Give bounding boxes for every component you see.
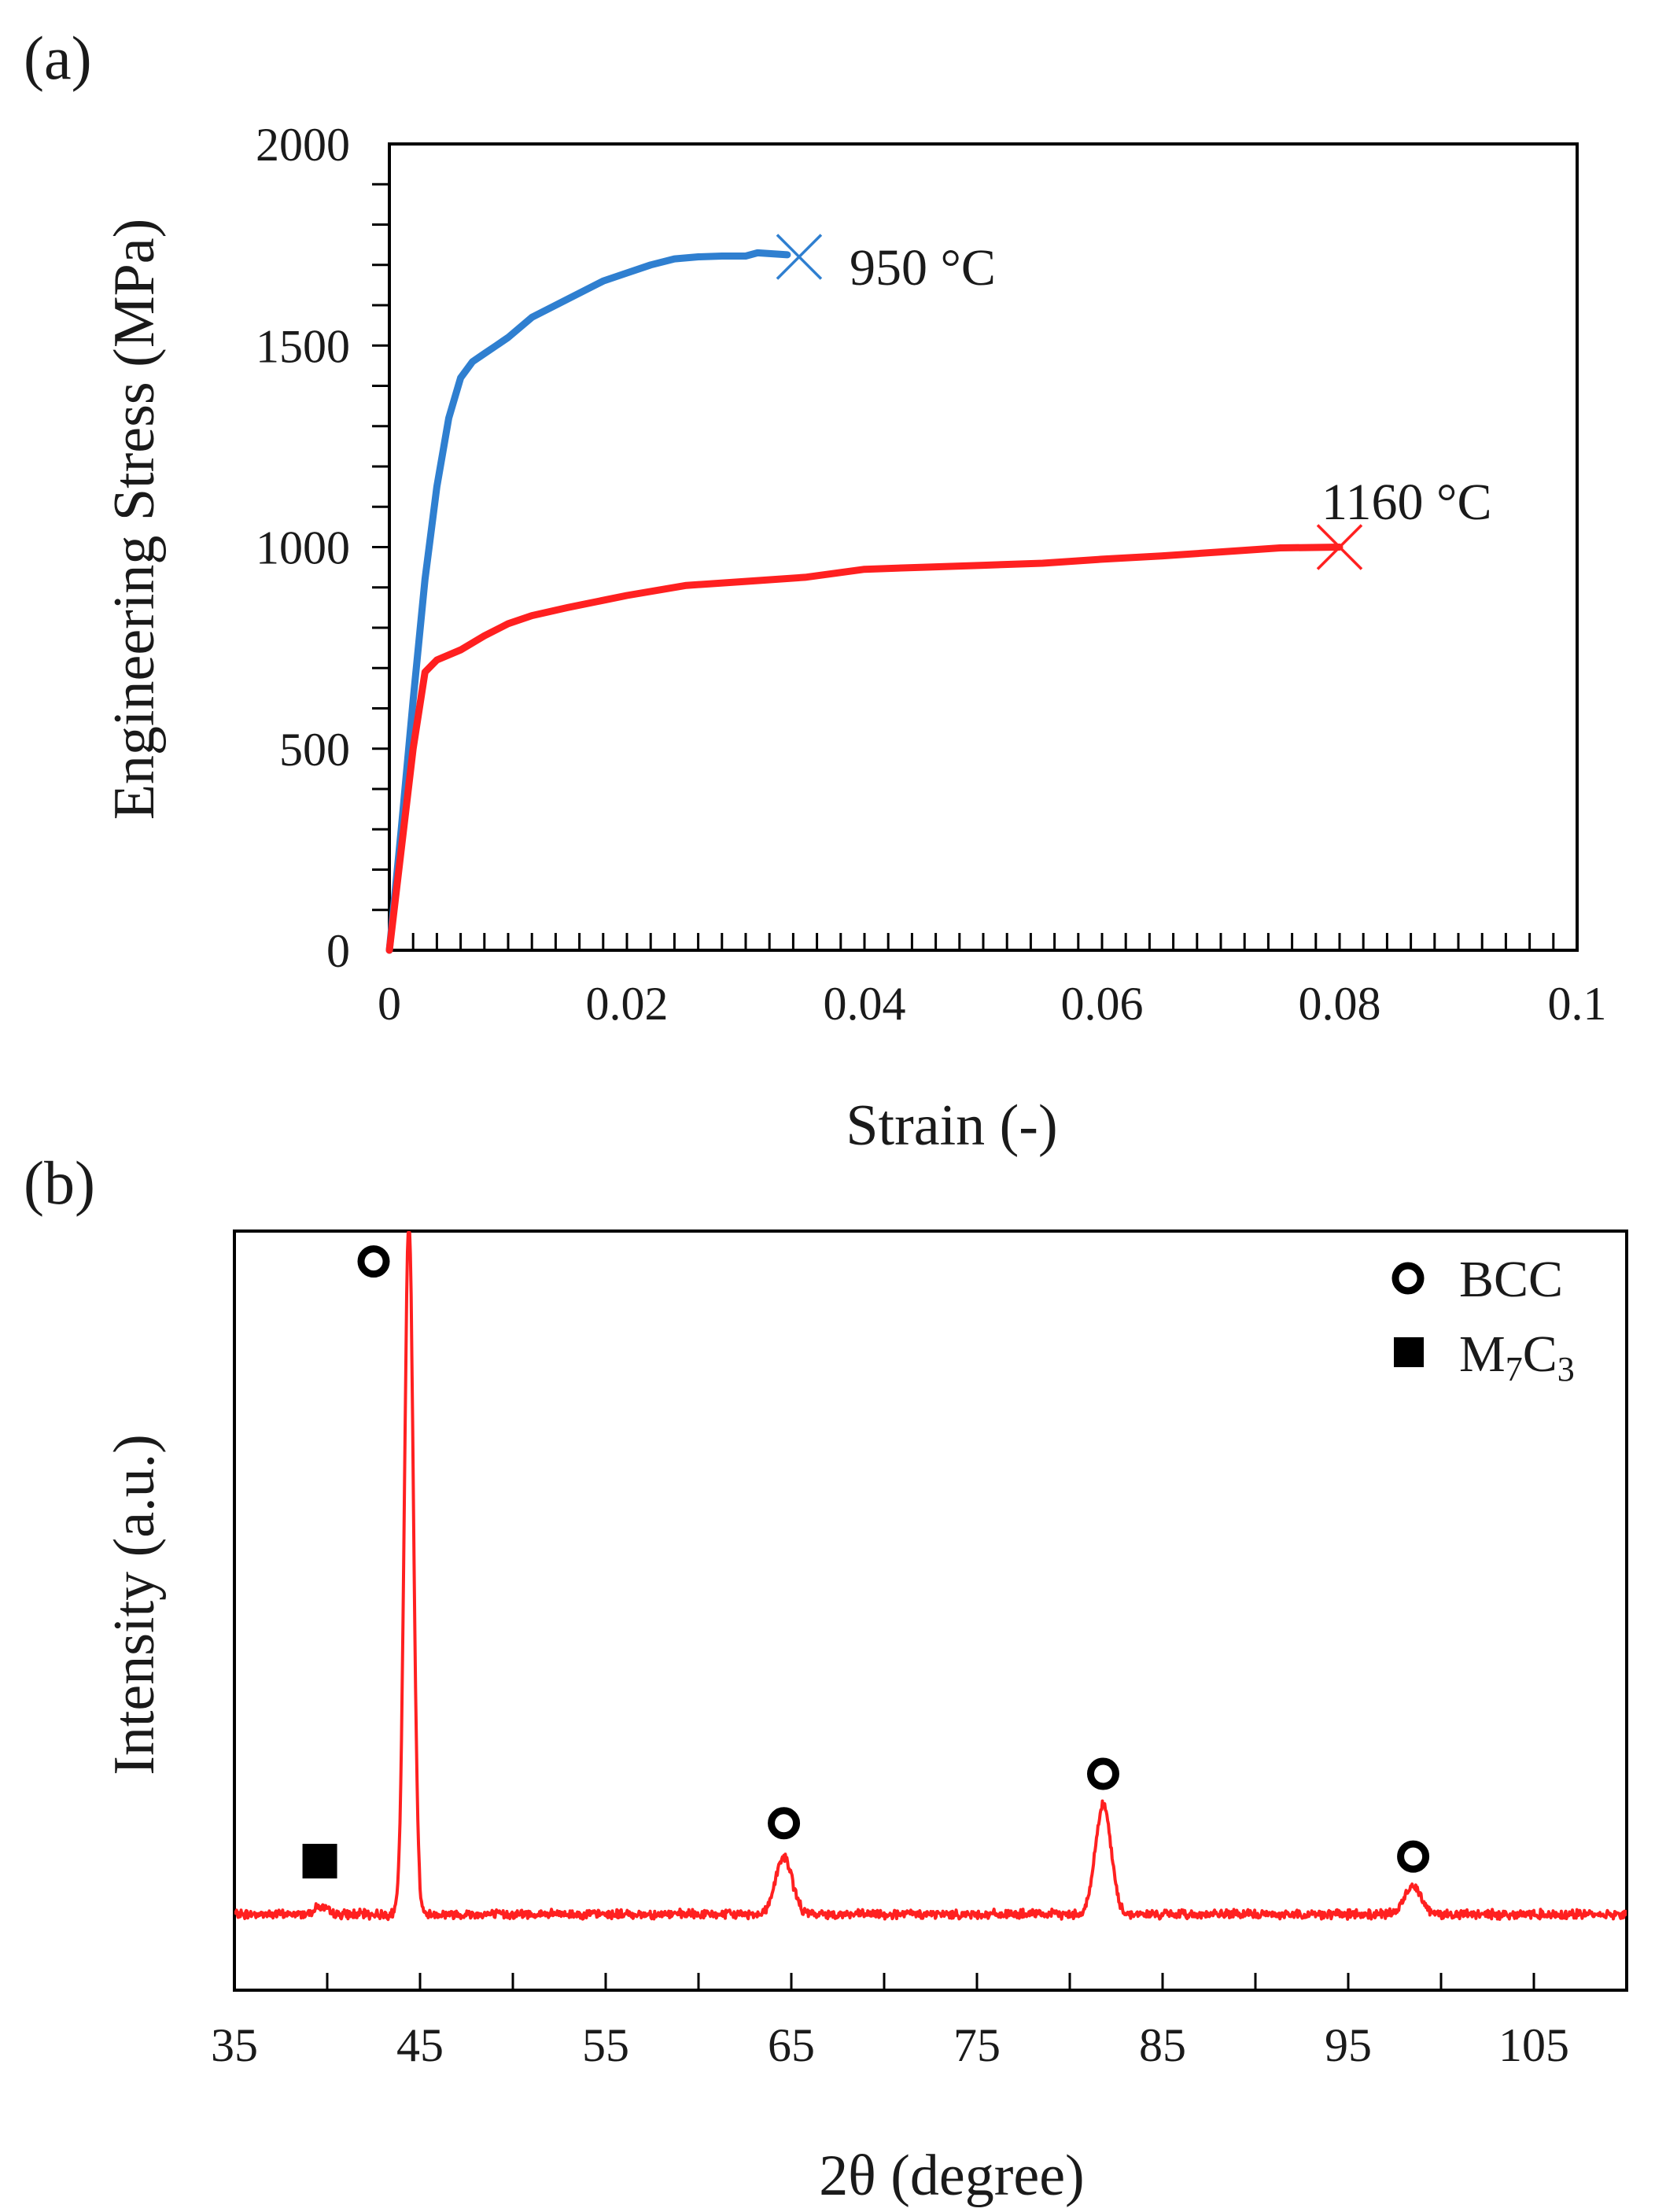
xrd-x-tick-label: 105 <box>1498 2019 1569 2071</box>
y-tick-label: 0 <box>326 925 350 977</box>
bcc-marker <box>357 1245 390 1278</box>
xrd-x-tick-label: 85 <box>1139 2019 1186 2071</box>
xrd-x-tick-label: 65 <box>768 2019 815 2071</box>
series-line-0 <box>385 249 791 954</box>
y-axis-title-intensity: Intensity (a.u.) <box>102 1434 167 1775</box>
xrd-legend: BCC M7C3 <box>1391 1251 1575 1388</box>
bcc-marker <box>1086 1757 1119 1790</box>
xrd-x-tick-label: 55 <box>582 2019 629 2071</box>
m7c3-marker <box>302 1843 337 1878</box>
series-line-1 <box>385 544 1344 954</box>
fracture-marker-1 <box>1316 524 1363 570</box>
xrd-plot-frame <box>233 1230 1628 1992</box>
stress-strain-chart: (a) 0 0.02 0.04 0.06 0.08 0.1 0 500 1000 1500 200… <box>24 24 1607 1158</box>
bcc-marker <box>1397 1840 1430 1873</box>
x-tick-label: 0 <box>378 978 401 1030</box>
x-tick-label: 0.06 <box>1061 978 1144 1030</box>
legend-m7c3-m: M <box>1459 1325 1506 1383</box>
stress-strain-series <box>385 234 1363 954</box>
x-tick-label: 0.02 <box>586 978 669 1030</box>
x-axis-title-2theta: 2θ (degree) <box>819 2144 1084 2208</box>
legend-m7c3-square-icon <box>1394 1337 1424 1367</box>
legend-m7c3-sub3: 3 <box>1557 1350 1575 1388</box>
stress-strain-y-ticks: 0 500 1000 1500 2000 <box>256 119 389 977</box>
y-tick-label: 1500 <box>256 320 350 372</box>
xrd-x-tick-label: 75 <box>953 2019 1001 2071</box>
y-tick-label: 2000 <box>256 119 350 171</box>
legend-m7c3-c: C <box>1523 1325 1557 1383</box>
fracture-marker-0 <box>776 234 823 280</box>
xrd-x-tick-label: 95 <box>1325 2019 1372 2071</box>
y-tick-label: 500 <box>279 724 350 776</box>
y-axis-title-stress: Engineering Stress (MPa) <box>102 219 167 820</box>
panel-a-label: (a) <box>24 24 92 92</box>
xrd-series <box>234 1231 1627 1922</box>
legend-m7c3-sub7: 7 <box>1506 1350 1523 1388</box>
x-axis-title-strain: Strain (-) <box>846 1093 1057 1158</box>
x-tick-label: 0.1 <box>1548 978 1607 1030</box>
legend-bcc-circle-icon <box>1391 1262 1425 1295</box>
xrd-axes <box>233 1230 1628 1992</box>
x-tick-label: 0.08 <box>1299 978 1381 1030</box>
xrd-x-tick-label: 35 <box>211 2019 258 2071</box>
stress-strain-x-ticks: 0 0.02 0.04 0.06 0.08 0.1 <box>378 933 1607 1030</box>
legend-m7c3-label: M7C3 <box>1459 1325 1575 1388</box>
annotation-950c: 950 °C <box>850 239 996 297</box>
panel-b-label: (b) <box>24 1148 95 1217</box>
xrd-chart: (b) 35 45 55 65 75 85 95 105 BCC M7C3 2θ (degre… <box>24 1148 1628 2208</box>
xrd-phase-markers <box>302 1245 1430 1878</box>
xrd-x-ticks: 35 45 55 65 75 85 95 105 <box>211 1973 1569 2071</box>
xrd-x-tick-label: 45 <box>396 2019 444 2071</box>
xrd-pattern-line <box>234 1231 1627 1922</box>
bcc-marker <box>768 1807 801 1840</box>
y-tick-label: 1000 <box>256 522 350 574</box>
x-tick-label: 0.04 <box>824 978 906 1030</box>
annotation-1160c: 1160 °C <box>1321 474 1491 531</box>
legend-bcc-label: BCC <box>1459 1251 1563 1308</box>
